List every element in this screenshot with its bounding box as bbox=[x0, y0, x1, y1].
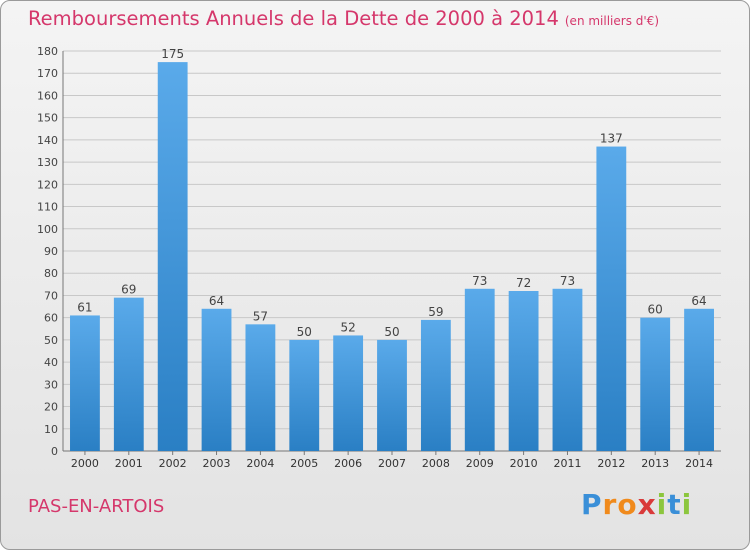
bar-2007 bbox=[377, 339, 407, 451]
logo-letter: t bbox=[667, 488, 682, 521]
y-tick-label: 170 bbox=[37, 67, 58, 80]
y-tick-label: 20 bbox=[44, 401, 58, 414]
data-label: 61 bbox=[77, 300, 92, 314]
y-tick-label: 40 bbox=[44, 356, 58, 369]
y-tick-label: 100 bbox=[37, 223, 58, 236]
bar-2003 bbox=[201, 308, 232, 451]
bar-2014 bbox=[684, 308, 714, 451]
y-tick-label: 60 bbox=[44, 312, 58, 325]
logo-letter: i bbox=[681, 488, 693, 521]
bar-2002 bbox=[157, 62, 188, 451]
data-label: 64 bbox=[209, 294, 224, 308]
y-tick-label: 10 bbox=[44, 423, 58, 436]
x-tick-label: 2005 bbox=[290, 457, 318, 470]
bar-2000 bbox=[70, 315, 100, 451]
bar-2001 bbox=[113, 297, 144, 451]
data-label: 52 bbox=[340, 320, 355, 334]
data-label: 59 bbox=[428, 305, 443, 319]
x-tick-label: 2009 bbox=[466, 457, 494, 470]
x-tick-label: 2004 bbox=[246, 457, 274, 470]
x-tick-label: 2007 bbox=[378, 457, 406, 470]
x-tick-label: 2011 bbox=[553, 457, 581, 470]
x-tick-label: 2012 bbox=[597, 457, 625, 470]
x-tick-label: 2013 bbox=[641, 457, 669, 470]
logo-letter: o bbox=[617, 488, 638, 521]
data-label: 60 bbox=[648, 303, 663, 317]
data-label: 73 bbox=[560, 274, 575, 288]
bar-2008 bbox=[420, 319, 451, 451]
data-label: 50 bbox=[297, 325, 312, 339]
logo-letter: r bbox=[602, 488, 618, 521]
y-tick-label: 140 bbox=[37, 134, 58, 147]
chart-subtitle: (en milliers d'€) bbox=[564, 14, 659, 28]
bar-2006 bbox=[333, 335, 364, 451]
bar-2009 bbox=[464, 288, 495, 451]
y-tick-label: 150 bbox=[37, 112, 58, 125]
y-tick-label: 30 bbox=[44, 378, 58, 391]
proxiti-logo: Proxiti bbox=[581, 488, 692, 521]
data-label: 137 bbox=[600, 132, 623, 146]
bar-2005 bbox=[289, 339, 320, 451]
y-tick-label: 110 bbox=[37, 201, 58, 214]
logo-letter: i bbox=[656, 488, 668, 521]
data-label: 72 bbox=[516, 276, 531, 290]
x-tick-label: 2003 bbox=[203, 457, 231, 470]
logo-letter: P bbox=[581, 488, 603, 521]
data-label: 50 bbox=[384, 325, 399, 339]
y-tick-label: 0 bbox=[51, 445, 58, 458]
x-tick-label: 2000 bbox=[71, 457, 99, 470]
y-tick-label: 180 bbox=[37, 45, 58, 58]
x-tick-label: 2002 bbox=[159, 457, 187, 470]
data-label: 64 bbox=[691, 294, 706, 308]
logo-letter: x bbox=[637, 488, 657, 521]
bar-2004 bbox=[245, 324, 276, 451]
bar-2013 bbox=[640, 317, 671, 451]
chart-title: Remboursements Annuels de la Dette de 20… bbox=[28, 7, 659, 30]
data-label: 69 bbox=[121, 283, 136, 297]
y-tick-label: 80 bbox=[44, 267, 58, 280]
bar-2012 bbox=[596, 146, 627, 452]
y-tick-label: 50 bbox=[44, 334, 58, 347]
data-label: 73 bbox=[472, 274, 487, 288]
y-tick-label: 120 bbox=[37, 178, 58, 191]
x-tick-label: 2008 bbox=[422, 457, 450, 470]
bar-2011 bbox=[552, 288, 583, 451]
x-tick-label: 2010 bbox=[510, 457, 538, 470]
x-tick-label: 2006 bbox=[334, 457, 362, 470]
bar-2010 bbox=[508, 291, 539, 451]
x-tick-label: 2001 bbox=[115, 457, 143, 470]
data-label: 57 bbox=[253, 309, 268, 323]
chart-title-text: Remboursements Annuels de la Dette de 20… bbox=[28, 7, 559, 30]
data-label: 175 bbox=[161, 47, 184, 61]
y-tick-label: 130 bbox=[37, 156, 58, 169]
y-tick-label: 160 bbox=[37, 89, 58, 102]
y-tick-label: 90 bbox=[44, 245, 58, 258]
y-tick-label: 70 bbox=[44, 289, 58, 302]
x-tick-label: 2014 bbox=[685, 457, 713, 470]
place-name: PAS-EN-ARTOIS bbox=[28, 496, 165, 517]
